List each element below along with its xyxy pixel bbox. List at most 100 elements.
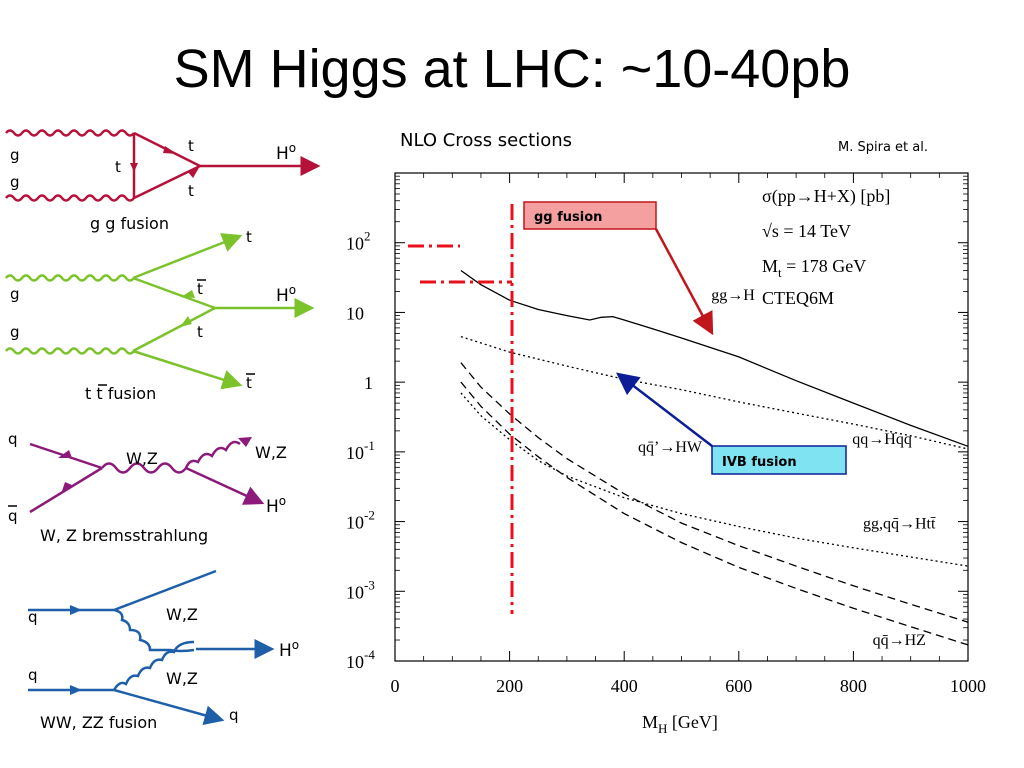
top-quark-line	[132, 276, 216, 310]
y-tick-label: 10-1	[346, 438, 375, 463]
top-quark-line	[132, 306, 216, 353]
quark-label: q	[28, 666, 38, 684]
gg-fusion-callout: gg fusion	[523, 201, 714, 336]
series-label: gg,qq̄→Htt̄	[863, 515, 936, 532]
y-tick-label: 1	[364, 373, 373, 393]
series-line	[460, 269, 969, 447]
y-tick-label: 10-4	[346, 647, 375, 672]
y-axis-ticks: 10-4 10-3 10-2 10-1 1 10 102	[346, 229, 968, 672]
boson-label: W,Z	[166, 605, 198, 624]
series-line	[460, 392, 969, 567]
series-layer	[460, 269, 969, 646]
boson-label: W,Z	[166, 669, 198, 688]
higgs-label: Ho	[276, 141, 296, 164]
gluon-label: g	[10, 146, 20, 164]
y-tick-label: 10-3	[346, 577, 375, 602]
top-label: t	[197, 323, 203, 341]
x-tick-label: 1000	[950, 676, 986, 696]
x-axis-label: MH [GeV]	[642, 712, 718, 736]
diagram-caption: WW, ZZ fusion	[40, 713, 157, 732]
top-quark-arrow	[180, 316, 192, 327]
diagram-wz-bremsstrahlung: q q W,Z W,Z Ho W, Z bremsstrahlung	[8, 430, 287, 545]
quark-label: q	[28, 608, 38, 626]
top-quark-line	[133, 164, 201, 200]
series-label: qq→Hqq	[852, 431, 912, 448]
quark-label: q	[229, 706, 239, 724]
top-quark-line	[132, 233, 243, 280]
series-label: qq̄’→HW	[638, 439, 703, 456]
series-line	[460, 362, 969, 623]
info-line: σ(pp→H+X) [pb]	[762, 186, 890, 207]
quark-arrow	[70, 685, 82, 695]
boson-line	[101, 462, 187, 474]
quark-line	[113, 688, 225, 725]
mass-cutoff-guides	[408, 204, 514, 614]
x-tick-label: 400	[611, 676, 638, 696]
x-tick-label: 600	[725, 676, 752, 696]
diagram-vbf: q q W,Z W,Z Ho q WW, ZZ fusion	[28, 569, 299, 732]
quark-label: q	[8, 430, 18, 448]
x-tick-label: 0	[391, 676, 400, 696]
ivb-fusion-box	[711, 445, 847, 475]
quark-label: q	[8, 507, 18, 525]
boson-line	[112, 640, 195, 691]
boson-line	[113, 608, 195, 653]
gluon-line	[5, 347, 137, 355]
boson-label: W,Z	[255, 443, 287, 462]
top-label: t	[246, 374, 252, 392]
series-label: qq̄→HZ	[873, 632, 926, 649]
top-quark-arrow	[163, 146, 177, 154]
quark-arrow	[58, 450, 72, 458]
ivb-fusion-callout: IVB fusion	[616, 372, 847, 475]
diagram-caption: W, Z bremsstrahlung	[40, 526, 208, 545]
boson-line	[184, 440, 241, 469]
y-tick-label: 10	[346, 303, 364, 323]
top-label: t	[115, 158, 121, 176]
plot-heading: NLO Cross sections	[400, 130, 572, 151]
y-tick-label: 10-2	[346, 508, 375, 533]
info-line: Mt = 178 GeV	[762, 256, 866, 280]
top-label: t	[188, 137, 194, 155]
higgs-label: Ho	[276, 283, 296, 306]
ivb-fusion-label: IVB fusion	[722, 455, 797, 470]
top-quark-arrow	[130, 163, 138, 172]
gluon-line	[5, 129, 135, 137]
x-tick-label: 800	[840, 676, 867, 696]
gg-fusion-box	[523, 201, 657, 230]
top-label: t	[188, 182, 194, 200]
diagram-caption: g g fusion	[90, 214, 169, 233]
gluon-line	[5, 194, 135, 202]
quark-line	[113, 569, 217, 612]
series-line	[460, 335, 969, 450]
quark-arrow	[61, 482, 72, 494]
top-quark-arrow	[188, 166, 200, 178]
quark-arrow	[70, 605, 82, 615]
series-line	[460, 381, 969, 646]
top-label: t	[246, 228, 252, 246]
gluon-label: g	[10, 323, 20, 341]
diagram-tt-fusion: t g t Ho g t t t t fusion	[5, 228, 315, 403]
plot-credit: M. Spira et al.	[838, 140, 928, 155]
info-box: σ(pp→H+X) [pb] √s = 14 TeV Mt = 178 GeV …	[762, 186, 890, 308]
info-line: √s = 14 TeV	[762, 221, 851, 241]
higgs-line	[185, 466, 265, 505]
gg-fusion-arrow	[654, 228, 714, 336]
gluon-label: g	[10, 285, 20, 303]
gluon-line	[5, 274, 137, 282]
boson-arrow	[238, 437, 252, 447]
x-tick-label: 200	[496, 676, 523, 696]
y-tick-label: 102	[346, 229, 371, 254]
higgs-label: Ho	[279, 638, 299, 661]
gluon-label: g	[10, 173, 20, 191]
diagram-gg-fusion: g g t t t Ho g g fusion	[5, 129, 321, 233]
info-line: CTEQ6M	[762, 288, 834, 308]
top-quark-arrow	[181, 290, 195, 298]
ivb-fusion-arrow	[616, 372, 713, 447]
quark-line	[29, 466, 103, 514]
plot-frame	[394, 172, 969, 662]
higgs-label: Ho	[266, 494, 286, 517]
gg-fusion-label: gg fusion	[534, 210, 602, 225]
slide-title: SM Higgs at LHC: ~10-40pb	[173, 39, 851, 99]
boson-label: W,Z	[126, 449, 158, 468]
